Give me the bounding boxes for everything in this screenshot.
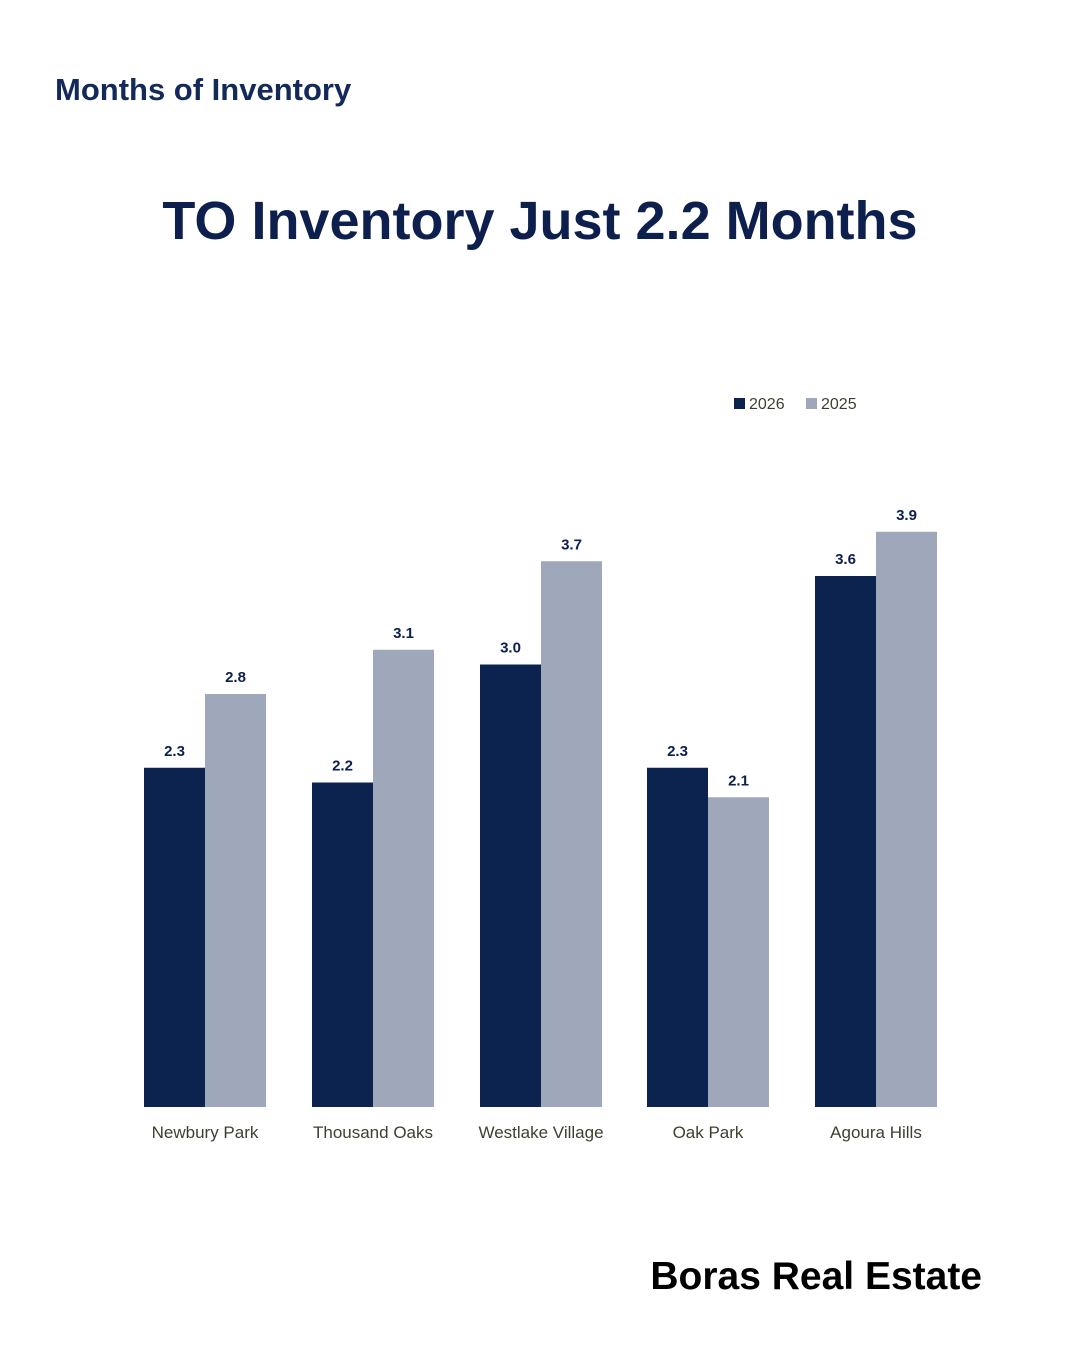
brand-name: Boras Real Estate (650, 1255, 982, 1298)
value-label: 3.7 (561, 536, 582, 553)
bar-group (144, 531, 937, 1107)
value-label: 2.1 (728, 772, 749, 789)
legend-label-2026: 2026 (749, 396, 785, 413)
bar-2026-agoura-hills (815, 576, 876, 1107)
chart-headline: TO Inventory Just 2.2 Months (162, 191, 918, 251)
category-label: Westlake Village (478, 1123, 603, 1142)
bar-2025-newbury-park (205, 694, 266, 1107)
bar-2026-newbury-park (144, 767, 205, 1107)
category-label: Thousand Oaks (313, 1123, 433, 1142)
value-label: 2.2 (332, 758, 353, 775)
bar-2025-agoura-hills (876, 531, 937, 1107)
category-label: Oak Park (673, 1123, 744, 1142)
value-label: 3.0 (500, 640, 521, 657)
legend-swatch-2026 (734, 398, 745, 409)
value-label: 3.1 (393, 625, 414, 642)
bar-2026-oak-park (647, 767, 708, 1107)
value-label: 2.3 (164, 743, 185, 760)
bar-2025-thousand-oaks (373, 649, 434, 1107)
chart-kicker-title: Months of Inventory (55, 72, 352, 107)
legend-label-2025: 2025 (821, 396, 857, 413)
bar-2026-westlake-village (480, 664, 541, 1107)
legend-swatch-2025 (806, 398, 817, 409)
chart-legend: 2026 2025 (734, 396, 857, 413)
value-label-group: 2.3 2.8 2.2 3.1 3.0 3.7 2.3 2.1 3.6 3.9 (164, 507, 917, 790)
category-label-group: Newbury Park Thousand Oaks Westlake Villag… (152, 1123, 922, 1142)
bar-2025-westlake-village (541, 561, 602, 1107)
value-label: 3.9 (896, 507, 917, 524)
bar-2026-thousand-oaks (312, 782, 373, 1107)
category-label: Agoura Hills (830, 1123, 922, 1142)
category-label: Newbury Park (152, 1123, 259, 1142)
value-label: 2.8 (225, 669, 246, 686)
value-label: 2.3 (667, 743, 688, 760)
bar-2025-oak-park (708, 797, 769, 1107)
value-label: 3.6 (835, 551, 856, 568)
